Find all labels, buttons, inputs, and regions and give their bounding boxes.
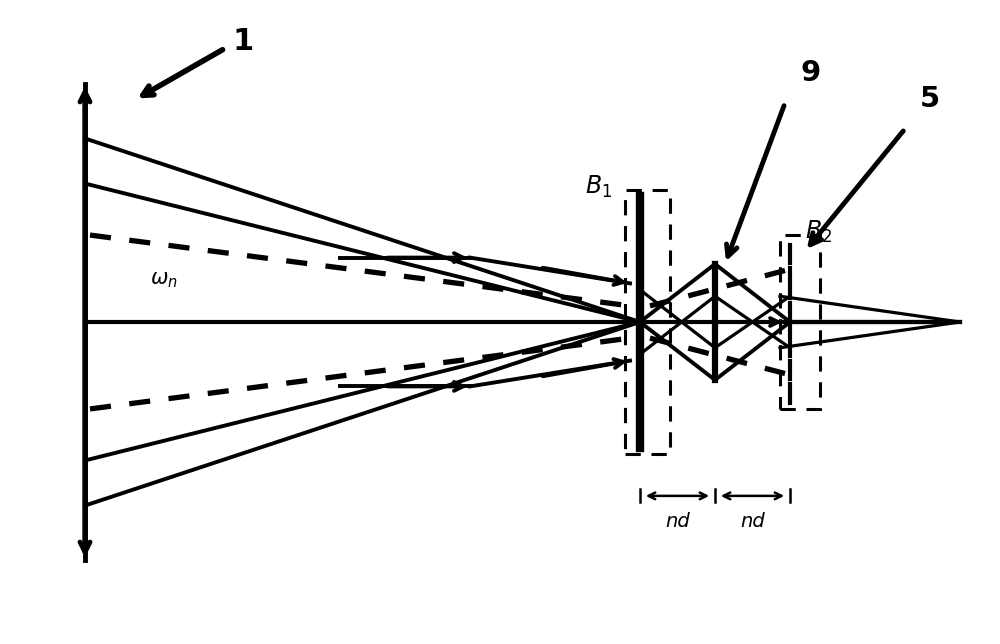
Text: $\omega_n$: $\omega_n$ [150, 270, 178, 290]
Text: 5: 5 [920, 85, 940, 113]
Bar [625, 190, 670, 454]
Text: 9: 9 [800, 59, 820, 87]
Text: nd: nd [665, 512, 690, 531]
Text: 1: 1 [233, 27, 254, 57]
Bar [780, 235, 820, 409]
Text: $B_1$: $B_1$ [585, 174, 612, 200]
Text: $B_2$: $B_2$ [805, 219, 832, 245]
Text: nd: nd [740, 512, 765, 531]
